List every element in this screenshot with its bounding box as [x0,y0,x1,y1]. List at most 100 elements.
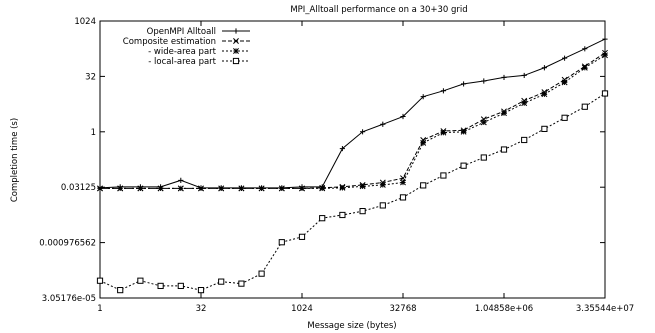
series-line [99,93,606,291]
data-point [319,215,326,222]
y-axis-title: Completion time (s) [10,118,20,202]
data-point [218,278,225,285]
data-point [339,211,346,219]
y-tick-label: 1024 [74,17,96,27]
data-point [561,114,568,121]
data-point [440,129,447,136]
data-point [581,103,588,110]
data-point [501,110,507,117]
y-tick-label: 3.05176e-05 [42,294,96,304]
data-point [178,177,184,183]
x-tick-label: 3.35544e+07 [576,304,634,314]
data-point [400,113,406,120]
data-point [117,185,124,192]
series-3 [97,52,608,192]
plot-frame [99,20,606,299]
x-tick-label: 1024 [291,304,313,314]
data-point [177,282,184,290]
data-point [541,91,548,98]
data-point [379,181,386,188]
data-point [137,185,144,192]
series-4 [96,90,609,294]
data-point [501,74,507,81]
data-point [319,185,326,192]
data-point [601,90,609,97]
legend-label: - local-area part [148,57,216,67]
series-layer [96,36,609,294]
chart-title: MPI_Alltoall performance on a 30+30 grid [290,5,467,15]
data-point [360,129,366,135]
legend-swatch-marker [232,57,240,65]
legend-label: - wide-area part [148,47,217,57]
data-point [258,270,265,277]
series-line [100,54,606,189]
data-point [380,121,386,127]
legend-label: OpenMPI Alltoall [147,27,216,37]
x-tick-label: 1.04858e+06 [475,304,533,314]
data-point [521,72,527,79]
data-point [582,46,588,52]
data-point [198,185,204,192]
data-point [238,185,245,192]
data-point [299,185,305,192]
data-point [218,185,225,192]
legend-swatch-marker [233,38,239,44]
data-point [298,233,306,240]
data-point [602,36,608,42]
data-point [420,182,427,189]
x-tick-label: 32768 [389,304,416,314]
data-point [481,78,487,84]
data-point [461,81,467,87]
data-point [339,184,346,191]
data-point [379,202,386,209]
legend-label: Composite estimation [123,37,216,47]
y-tick-label: 1 [91,128,96,138]
data-point [521,136,528,144]
data-point [97,185,103,192]
data-point [581,64,588,71]
data-point [521,100,528,107]
data-point [278,239,285,246]
x-tick-label: 1 [97,304,102,314]
data-point [177,185,184,192]
data-point [420,94,426,100]
data-point [541,65,547,71]
data-point [400,179,406,186]
y-tick-label: 0.03125 [61,183,96,193]
data-point [258,185,265,192]
data-point [96,277,104,284]
data-point [602,52,608,59]
legend-swatch-marker [233,48,239,54]
data-point [460,162,467,169]
data-point [541,125,548,132]
data-point [197,287,205,294]
data-point [238,280,245,287]
data-point [561,79,568,86]
y-tick-label: 0.000976562 [39,239,96,249]
x-tick-label: 32 [196,304,207,314]
data-point [420,139,427,146]
data-point [440,88,446,94]
axis-ticks: 1 32 1024 32768 1.04858e+06 3.35544e+07 3.0517… [39,17,634,314]
data-point [278,185,285,192]
data-point [500,146,508,153]
data-point [359,183,366,190]
y-tick-label: 32 [85,72,96,82]
data-point [157,282,164,290]
series-2 [97,49,608,192]
data-point [440,172,447,179]
data-point [117,287,124,294]
data-point [480,154,487,161]
data-point [460,128,467,135]
data-point [137,277,144,284]
data-point [562,55,568,61]
x-axis-title: Message size (bytes) [307,321,396,331]
data-point [339,145,345,152]
legend-swatch-marker [233,28,239,34]
data-point [400,175,406,182]
data-point [359,208,366,215]
data-point [399,194,407,201]
data-point [480,119,487,126]
